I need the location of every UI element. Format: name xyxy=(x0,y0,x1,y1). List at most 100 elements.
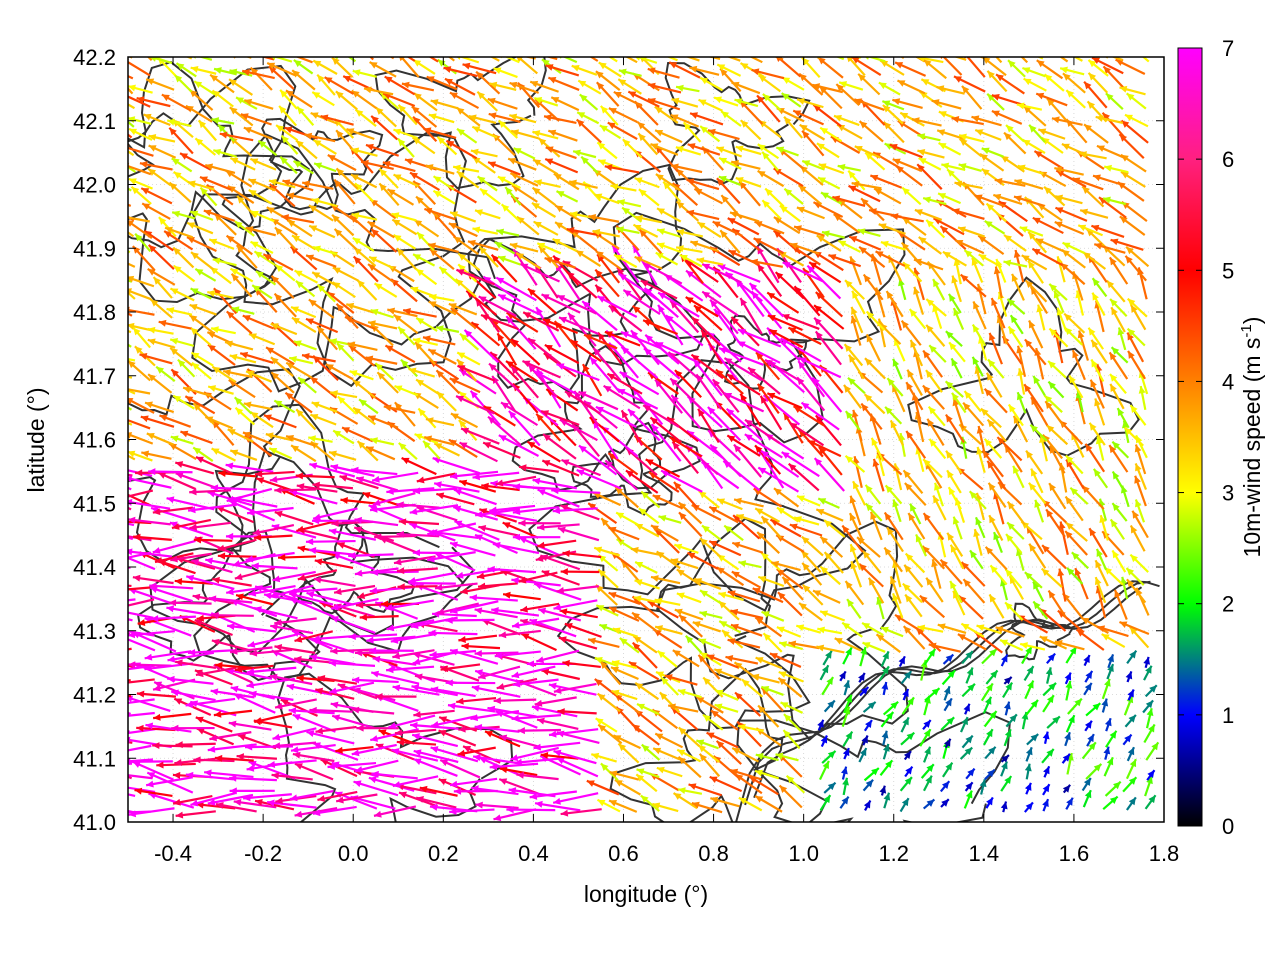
wind-arrow xyxy=(1007,59,1026,78)
wind-arrow xyxy=(1029,424,1048,442)
wind-arrow xyxy=(941,162,966,171)
wind-arrow xyxy=(594,656,619,668)
wind-arrow xyxy=(511,617,560,629)
wind-arrow xyxy=(1109,373,1127,395)
wind-arrow xyxy=(1065,454,1084,475)
wind-arrow xyxy=(204,163,236,175)
wind-arrow xyxy=(367,414,399,429)
wind-arrow xyxy=(141,450,172,460)
wind-arrow xyxy=(432,189,456,205)
wind-arrow xyxy=(641,743,661,761)
wind-arrow xyxy=(229,106,254,127)
wind-arrow xyxy=(592,491,622,507)
wind-arrow xyxy=(634,57,658,64)
wind-arrow xyxy=(577,79,602,95)
wind-arrow xyxy=(1084,720,1093,732)
wind-arrow xyxy=(128,486,132,491)
wind-arrow xyxy=(695,739,719,750)
wind-arrow xyxy=(354,108,377,128)
wind-arrow xyxy=(311,271,338,287)
wind-arrow xyxy=(128,598,155,607)
wind-arrow xyxy=(189,488,232,496)
wind-arrow xyxy=(619,637,640,654)
wind-arrow xyxy=(291,234,317,251)
wind-arrow xyxy=(499,734,542,749)
wind-arrow xyxy=(354,759,399,773)
wind-arrow xyxy=(416,231,435,251)
wind-arrow xyxy=(878,223,906,235)
wind-arrow xyxy=(128,698,155,705)
wind-arrow xyxy=(370,670,420,685)
wind-arrow xyxy=(821,676,835,696)
wind-arrow xyxy=(608,591,641,605)
wind-arrow xyxy=(425,164,455,175)
wind-arrow xyxy=(1064,672,1072,685)
wind-arrow xyxy=(328,681,375,695)
wind-arrow xyxy=(594,268,620,298)
contour-line xyxy=(191,131,467,388)
wind-arrow xyxy=(916,163,943,190)
wind-arrow xyxy=(632,635,658,654)
wind-arrow xyxy=(171,210,196,220)
wind-arrow xyxy=(770,560,801,572)
wind-arrow xyxy=(822,650,833,666)
wind-arrow xyxy=(308,547,356,556)
wind-arrow xyxy=(458,479,497,493)
wind-arrow xyxy=(226,623,277,633)
wind-arrow xyxy=(596,295,638,318)
wind-arrow xyxy=(140,415,175,428)
wind-arrow xyxy=(754,444,782,475)
colorbar-tick-label: 5 xyxy=(1222,258,1234,283)
wind-arrow xyxy=(902,261,923,283)
wind-arrow xyxy=(240,113,272,126)
wind-arrow xyxy=(305,254,337,268)
wind-arrow xyxy=(398,442,418,460)
wind-arrow xyxy=(531,704,578,718)
wind-arrow xyxy=(370,228,398,253)
wind-arrow xyxy=(547,129,578,142)
wind-arrow xyxy=(533,179,561,189)
wind-arrow xyxy=(487,705,537,718)
wind-arrow xyxy=(128,219,153,240)
wind-arrow xyxy=(436,602,480,616)
wind-arrow xyxy=(1006,298,1026,315)
wind-arrow xyxy=(375,106,397,128)
wind-arrow xyxy=(128,95,151,108)
wind-arrow xyxy=(1102,65,1127,92)
wind-arrow xyxy=(928,344,947,363)
wind-arrow xyxy=(647,82,682,94)
wind-arrow xyxy=(793,225,825,237)
wind-arrow xyxy=(1026,733,1039,746)
wind-arrow xyxy=(776,506,800,523)
wind-arrow xyxy=(750,258,784,268)
wind-arrow xyxy=(242,314,275,330)
wind-arrow xyxy=(757,575,785,588)
wind-arrow xyxy=(788,462,820,492)
wind-arrow xyxy=(393,128,419,140)
wind-arrow xyxy=(457,746,496,757)
wind-arrow xyxy=(693,577,722,590)
colorbar-tick-label: 7 xyxy=(1222,36,1234,61)
wind-arrow xyxy=(976,425,987,458)
wind-arrow xyxy=(727,217,760,236)
wind-arrow xyxy=(702,713,724,731)
wind-arrow xyxy=(434,582,478,591)
wind-arrow xyxy=(536,717,579,731)
wind-arrow xyxy=(249,648,293,657)
wind-arrow xyxy=(1126,796,1137,811)
wind-arrow xyxy=(730,623,763,637)
wind-arrow xyxy=(954,180,983,190)
wind-arrow xyxy=(233,798,277,809)
wind-arrow xyxy=(1062,72,1086,94)
wind-arrow xyxy=(943,685,951,701)
wind-arrow xyxy=(147,167,172,187)
wind-arrow xyxy=(167,675,214,685)
wind-arrow xyxy=(130,186,152,205)
wind-arrow xyxy=(985,372,1003,398)
wind-arrow xyxy=(560,808,602,817)
wind-arrow xyxy=(313,576,356,588)
wind-arrow xyxy=(918,157,942,171)
wind-arrow xyxy=(1057,568,1067,602)
wind-arrow xyxy=(128,120,135,128)
wind-arrow xyxy=(504,186,522,206)
